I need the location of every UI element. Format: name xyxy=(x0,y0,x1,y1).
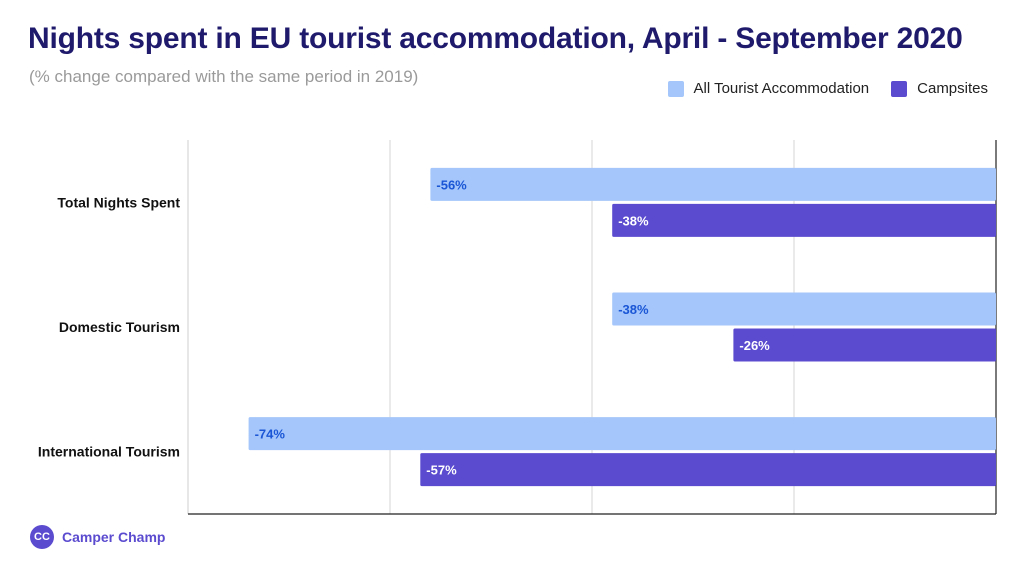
chart-title: Nights spent in EU tourist accommodation… xyxy=(28,22,963,55)
data-label-all-tourist-accommodation-domestic-tourism: -38% xyxy=(618,302,649,317)
data-label-campsites-international-tourism: -57% xyxy=(426,463,457,478)
legend-label-campsites: Campsites xyxy=(917,80,988,97)
legend-swatch-all-tourist-accommodation xyxy=(667,80,684,97)
bar-all-tourist-accommodation-total-nights-spent xyxy=(430,167,996,201)
bar-campsites-total-nights-spent xyxy=(612,203,996,237)
data-label-all-tourist-accommodation-total-nights-spent: -56% xyxy=(436,177,467,192)
bar-campsites-international-tourism xyxy=(420,453,996,487)
chart-legend: All Tourist Accommodation Campsites xyxy=(667,80,988,97)
data-label-campsites-domestic-tourism: -26% xyxy=(739,338,770,353)
legend-swatch-campsites xyxy=(891,80,908,97)
brand: CC Camper Champ xyxy=(30,525,165,549)
camper-champ-logo-icon: CC xyxy=(30,525,54,549)
bar-all-tourist-accommodation-international-tourism xyxy=(248,417,997,451)
data-label-campsites-total-nights-spent: -38% xyxy=(618,213,649,228)
category-label-domestic-tourism: Domestic Tourism xyxy=(59,319,180,335)
category-label-international-tourism: International Tourism xyxy=(38,444,180,460)
data-label-all-tourist-accommodation-international-tourism: -74% xyxy=(255,427,286,442)
legend-label-all-tourist-accommodation: All Tourist Accommodation xyxy=(693,80,870,97)
category-label-total-nights-spent: Total Nights Spent xyxy=(57,194,180,210)
chart-subtitle: (% change compared with the same period … xyxy=(29,67,419,86)
brand-name: Camper Champ xyxy=(62,529,166,545)
bar-all-tourist-accommodation-domestic-tourism xyxy=(612,292,996,326)
legend-item-campsites: Campsites xyxy=(891,80,988,97)
bar-campsites-domestic-tourism xyxy=(733,328,996,362)
legend-item-all-tourist-accommodation: All Tourist Accommodation xyxy=(667,80,870,97)
